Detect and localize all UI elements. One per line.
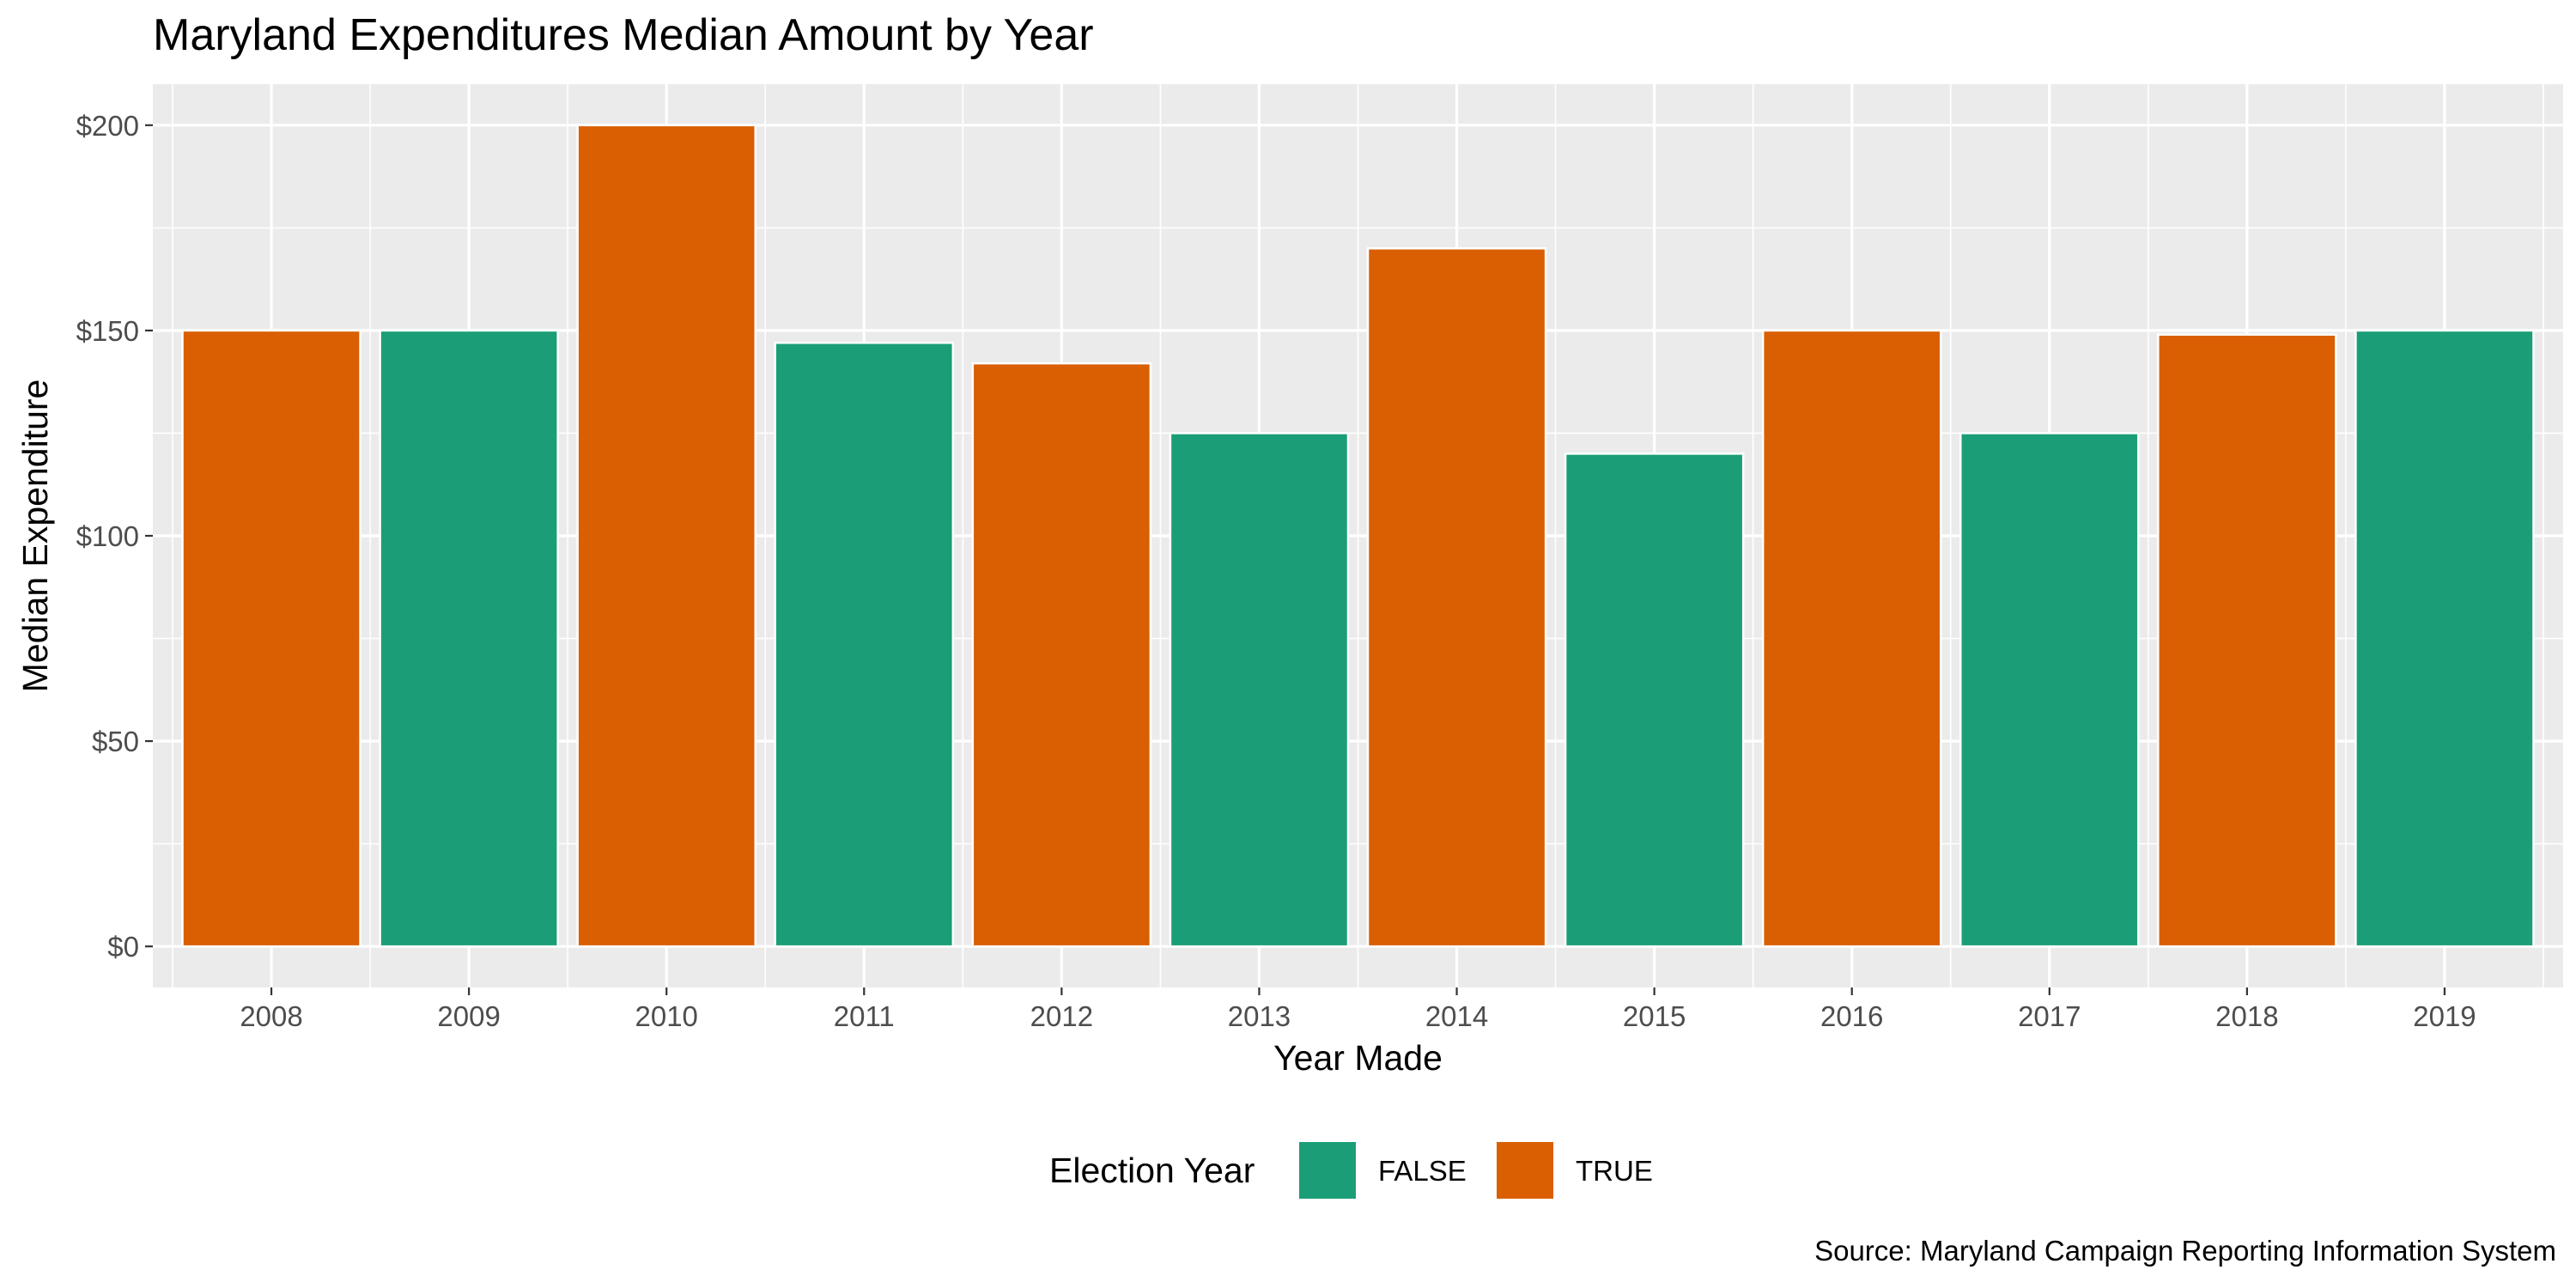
y-tick-label: $50 [92,726,139,757]
bar-2009 [379,329,559,948]
x-tick-label: 2017 [2018,1000,2081,1032]
legend-key-true [1495,1140,1555,1200]
bar-2008 [181,329,361,948]
x-tick-label: 2014 [1425,1000,1488,1032]
y-tick-label: $200 [76,110,139,142]
x-axis-title: Year Made [1273,1038,1443,1078]
bar-2019 [2354,329,2535,948]
y-axis-title: Median Expenditure [15,380,55,693]
legend-key-false [1297,1140,1358,1200]
bar-2014 [1366,247,1547,948]
y-tick-label: $0 [107,931,139,963]
bar-2016 [1761,329,1942,948]
bar-2010 [576,124,756,948]
x-axis: 2008 2009 2010 2011 2012 2013 2014 2015 2016 2017… [240,987,2476,1032]
bar-2018 [2157,333,2337,948]
bar-2013 [1169,432,1350,948]
x-tick-label: 2016 [1820,1000,1883,1032]
y-axis: $0 $50 $100 $150 $200 [76,110,153,963]
legend-title: Election Year [1049,1151,1255,1190]
x-tick-label: 2015 [1623,1000,1686,1032]
x-tick-label: 2018 [2215,1000,2278,1032]
legend-label-false: FALSE [1378,1155,1467,1187]
x-tick-label: 2019 [2413,1000,2476,1032]
x-tick-label: 2012 [1030,1000,1093,1032]
chart-title: Maryland Expenditures Median Amount by Y… [153,10,1094,60]
y-tick-label: $100 [76,520,139,552]
bars [181,124,2535,948]
x-tick-label: 2010 [635,1000,698,1032]
source-caption: Source: Maryland Campaign Reporting Info… [1814,1235,2556,1267]
legend: Election Year FALSE TRUE [1049,1140,1653,1200]
x-tick-label: 2013 [1228,1000,1291,1032]
x-tick-label: 2009 [437,1000,500,1032]
bar-2015 [1564,453,1745,948]
x-tick-label: 2008 [240,1000,302,1032]
x-tick-label: 2011 [834,1000,895,1032]
y-tick-label: $150 [76,315,139,347]
bar-2017 [1959,432,2140,948]
legend-label-true: TRUE [1576,1155,1653,1187]
bar-2012 [971,361,1152,948]
bar-2011 [774,342,955,948]
